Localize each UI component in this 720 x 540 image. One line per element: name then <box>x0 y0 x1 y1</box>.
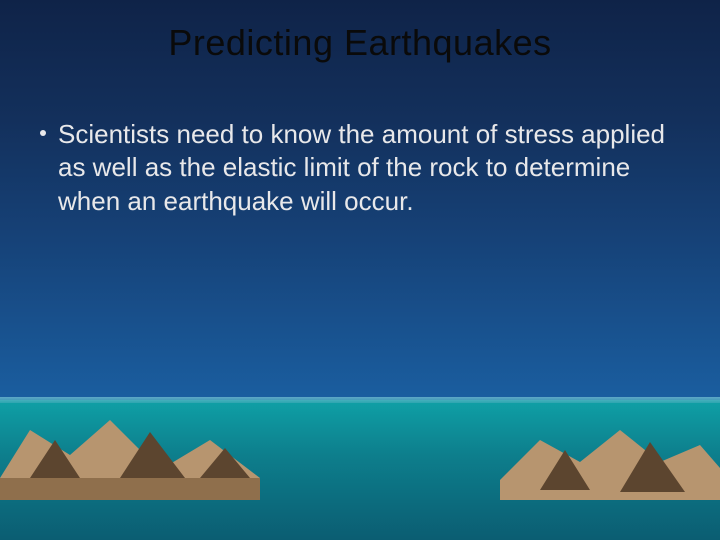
slide: Predicting Earthquakes Scientists need t… <box>0 0 720 540</box>
slide-title: Predicting Earthquakes <box>0 22 720 64</box>
horizon-line <box>0 397 720 403</box>
bullet-row: Scientists need to know the amount of st… <box>40 118 680 218</box>
bullet-dot-icon <box>40 130 46 136</box>
sea-background <box>0 400 720 540</box>
bullet-block: Scientists need to know the amount of st… <box>40 118 680 218</box>
bullet-text: Scientists need to know the amount of st… <box>58 118 680 218</box>
